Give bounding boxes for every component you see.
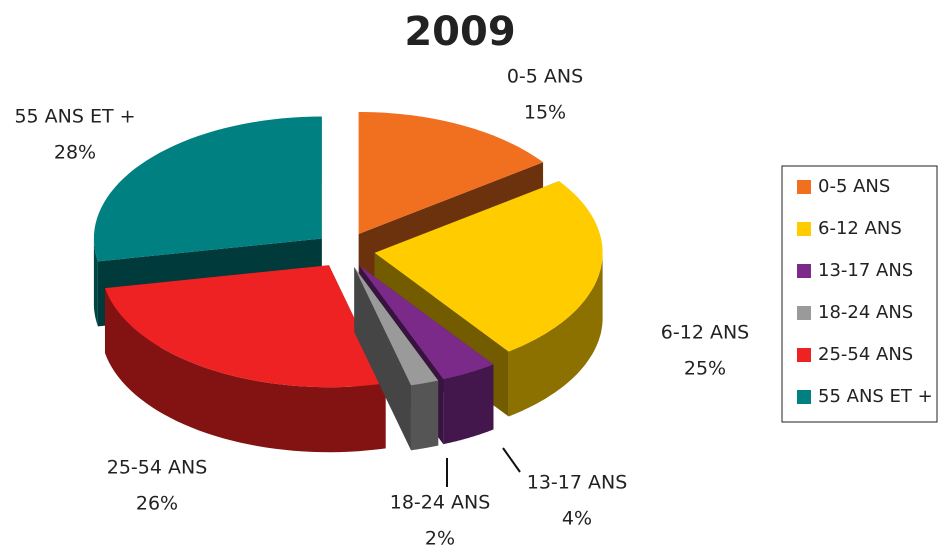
data-label-value: 26% <box>136 493 178 515</box>
legend-label: 25-54 ANS <box>818 344 913 365</box>
data-label-value: 2% <box>425 528 455 546</box>
data-label-value: 15% <box>524 102 566 124</box>
legend-label: 18-24 ANS <box>818 302 913 323</box>
data-label-name: 6-12 ANS <box>661 322 749 344</box>
data-label-name: 25-54 ANS <box>107 457 208 479</box>
legend-swatch <box>797 180 811 194</box>
chart-title: 2009 <box>404 9 515 55</box>
slice <box>374 181 603 352</box>
slice <box>93 116 322 262</box>
data-label-name: 0-5 ANS <box>507 66 583 88</box>
data-label-value: 25% <box>684 358 726 380</box>
slice <box>359 265 494 380</box>
slice-side <box>93 238 98 327</box>
legend-box <box>781 165 938 423</box>
slice-side <box>508 252 603 417</box>
data-label-value: 28% <box>54 142 96 164</box>
slice-side <box>443 364 494 445</box>
slice <box>354 267 439 386</box>
slice <box>105 265 386 388</box>
data-label-name: 55 ANS ET + <box>14 106 135 128</box>
legend-swatch <box>797 222 811 236</box>
legend-swatch <box>797 306 811 320</box>
leader-line <box>502 447 521 473</box>
slice-wall <box>354 267 411 451</box>
legend-swatch <box>797 390 811 404</box>
slice <box>358 112 544 234</box>
slice-side <box>411 380 439 451</box>
legend-label: 55 ANS ET + <box>818 386 933 407</box>
legend-swatch <box>797 348 811 362</box>
legend-label: 6-12 ANS <box>818 218 902 239</box>
legend-label: 13-17 ANS <box>818 260 913 281</box>
data-label-name: 18-24 ANS <box>390 492 491 514</box>
slice-side <box>105 288 386 453</box>
legend-swatch <box>797 264 811 278</box>
data-label-value: 4% <box>562 508 592 530</box>
data-label-name: 13-17 ANS <box>527 472 628 494</box>
legend-label: 0-5 ANS <box>818 176 890 197</box>
